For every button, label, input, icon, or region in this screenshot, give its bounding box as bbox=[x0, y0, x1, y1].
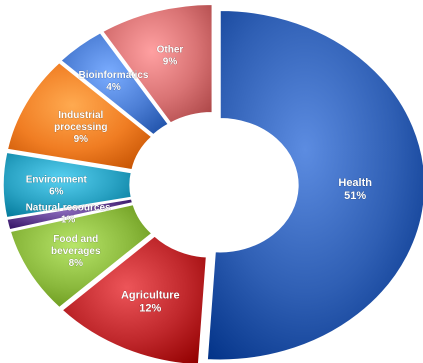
slice-health bbox=[207, 10, 423, 360]
